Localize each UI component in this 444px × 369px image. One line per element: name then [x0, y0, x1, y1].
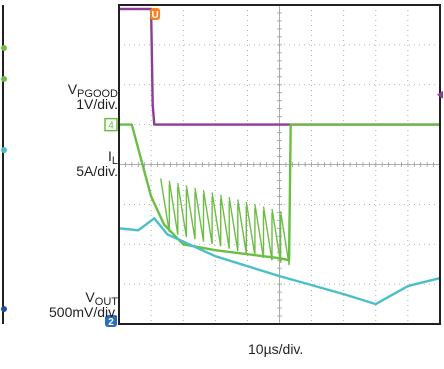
il-ripple: [160, 178, 290, 266]
adjacent-plot-edge: [1, 5, 7, 324]
adjacent-trace-dot: [1, 147, 7, 153]
trace-layer: [118, 7, 441, 306]
marker-layer: U 4 2: [104, 8, 443, 328]
vpgood-scale: 1V/div.: [76, 96, 118, 112]
vpgood-level-marker: [437, 90, 443, 99]
il-symbol: I: [107, 148, 112, 164]
vout-trace: [118, 217, 441, 306]
vout-channel-marker-badge: [105, 315, 117, 327]
vout-symbol: V: [85, 289, 95, 305]
il-subscript: L: [111, 155, 118, 167]
vout-scale: 500mV/div.: [49, 304, 118, 320]
adjacent-trace-dot: [1, 76, 7, 82]
vpgood-trace: [119, 7, 440, 126]
vout-channel-marker-text: 2: [108, 317, 114, 328]
vout-label: VOUT 500mV/div.: [49, 290, 118, 320]
plot-frame: [118, 4, 441, 325]
plot-grid: [118, 4, 441, 325]
timebase-label: 10µs/div.: [248, 341, 304, 357]
il-trace: [119, 123, 440, 262]
il-label: IL 5A/div.: [76, 149, 118, 179]
il-channel-marker-badge: [104, 117, 118, 132]
vpgood-label: VPGOOD 1V/div.: [68, 82, 118, 112]
trigger-marker-badge: [150, 8, 161, 20]
adjacent-trace-dot: [1, 45, 7, 51]
adjacent-trace-dot: [1, 306, 7, 312]
vout-subscript: OUT: [94, 296, 118, 308]
vpgood-subscript: PGOOD: [77, 88, 118, 100]
trigger-marker-text: U: [151, 10, 158, 21]
vpgood-symbol: V: [67, 81, 78, 97]
il-scale: 5A/div.: [76, 163, 118, 179]
il-channel-marker-text: 4: [108, 121, 114, 132]
